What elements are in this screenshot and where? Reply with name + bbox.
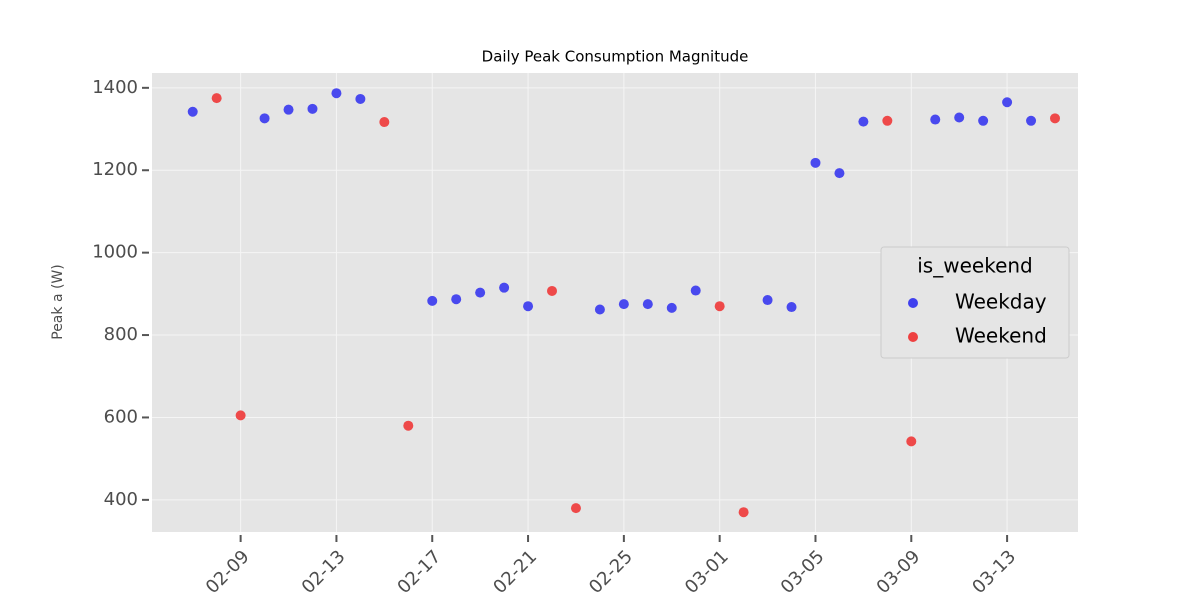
point: [618, 299, 629, 310]
point: [523, 301, 534, 312]
point: [355, 93, 366, 104]
point: [642, 299, 653, 310]
point: [714, 301, 725, 312]
point: [1002, 97, 1013, 108]
x-tick-label: 02-25: [585, 546, 637, 598]
point: [403, 420, 414, 431]
point: [810, 157, 821, 168]
point: [187, 106, 198, 117]
point: [379, 117, 390, 128]
point: [1026, 115, 1037, 126]
y-tick-label: 1200: [92, 159, 138, 180]
x-tick-label: 02-17: [393, 546, 445, 598]
point: [451, 294, 462, 305]
point: [762, 295, 773, 306]
x-tick-label: 02-21: [489, 546, 541, 598]
point: [954, 112, 965, 123]
x-tick-label: 02-13: [298, 546, 350, 598]
point: [1050, 113, 1061, 124]
legend-marker: [908, 298, 918, 308]
chart-title: Daily Peak Consumption Magnitude: [482, 48, 749, 66]
point: [499, 282, 510, 293]
y-tick-label: 1400: [92, 77, 138, 98]
point: [283, 104, 294, 115]
x-tick-label: 03-13: [968, 546, 1020, 598]
point: [594, 304, 605, 315]
x-tick-label: 03-09: [873, 546, 925, 598]
y-tick-label: 600: [104, 406, 138, 427]
point: [259, 113, 270, 124]
point: [475, 287, 486, 298]
x-tick-label: 02-09: [202, 546, 254, 598]
point: [906, 436, 917, 447]
point: [786, 302, 797, 313]
legend-box: [880, 246, 1070, 359]
x-tick-label: 03-01: [681, 546, 733, 598]
y-tick-label: 800: [104, 324, 138, 345]
y-tick-label: 1000: [92, 242, 138, 263]
y-axis-label: Peak a (W): [50, 264, 66, 340]
x-tick-label: 03-05: [777, 546, 829, 598]
point: [882, 115, 893, 126]
point: [211, 93, 222, 104]
legend-label: Weekday: [955, 290, 1047, 314]
point: [331, 88, 342, 99]
y-tick-label: 400: [104, 489, 138, 510]
point: [666, 302, 677, 313]
point: [738, 507, 749, 518]
legend-label: Weekend: [955, 324, 1047, 348]
point: [978, 115, 989, 126]
point: [858, 116, 869, 127]
point: [690, 285, 701, 296]
point: [930, 114, 941, 125]
point: [427, 295, 438, 306]
point: [307, 103, 318, 114]
legend-title: is_weekend: [917, 254, 1033, 278]
point: [235, 410, 246, 421]
legend-marker: [908, 332, 918, 342]
point: [570, 503, 581, 514]
point: [834, 168, 845, 179]
point: [547, 285, 558, 296]
